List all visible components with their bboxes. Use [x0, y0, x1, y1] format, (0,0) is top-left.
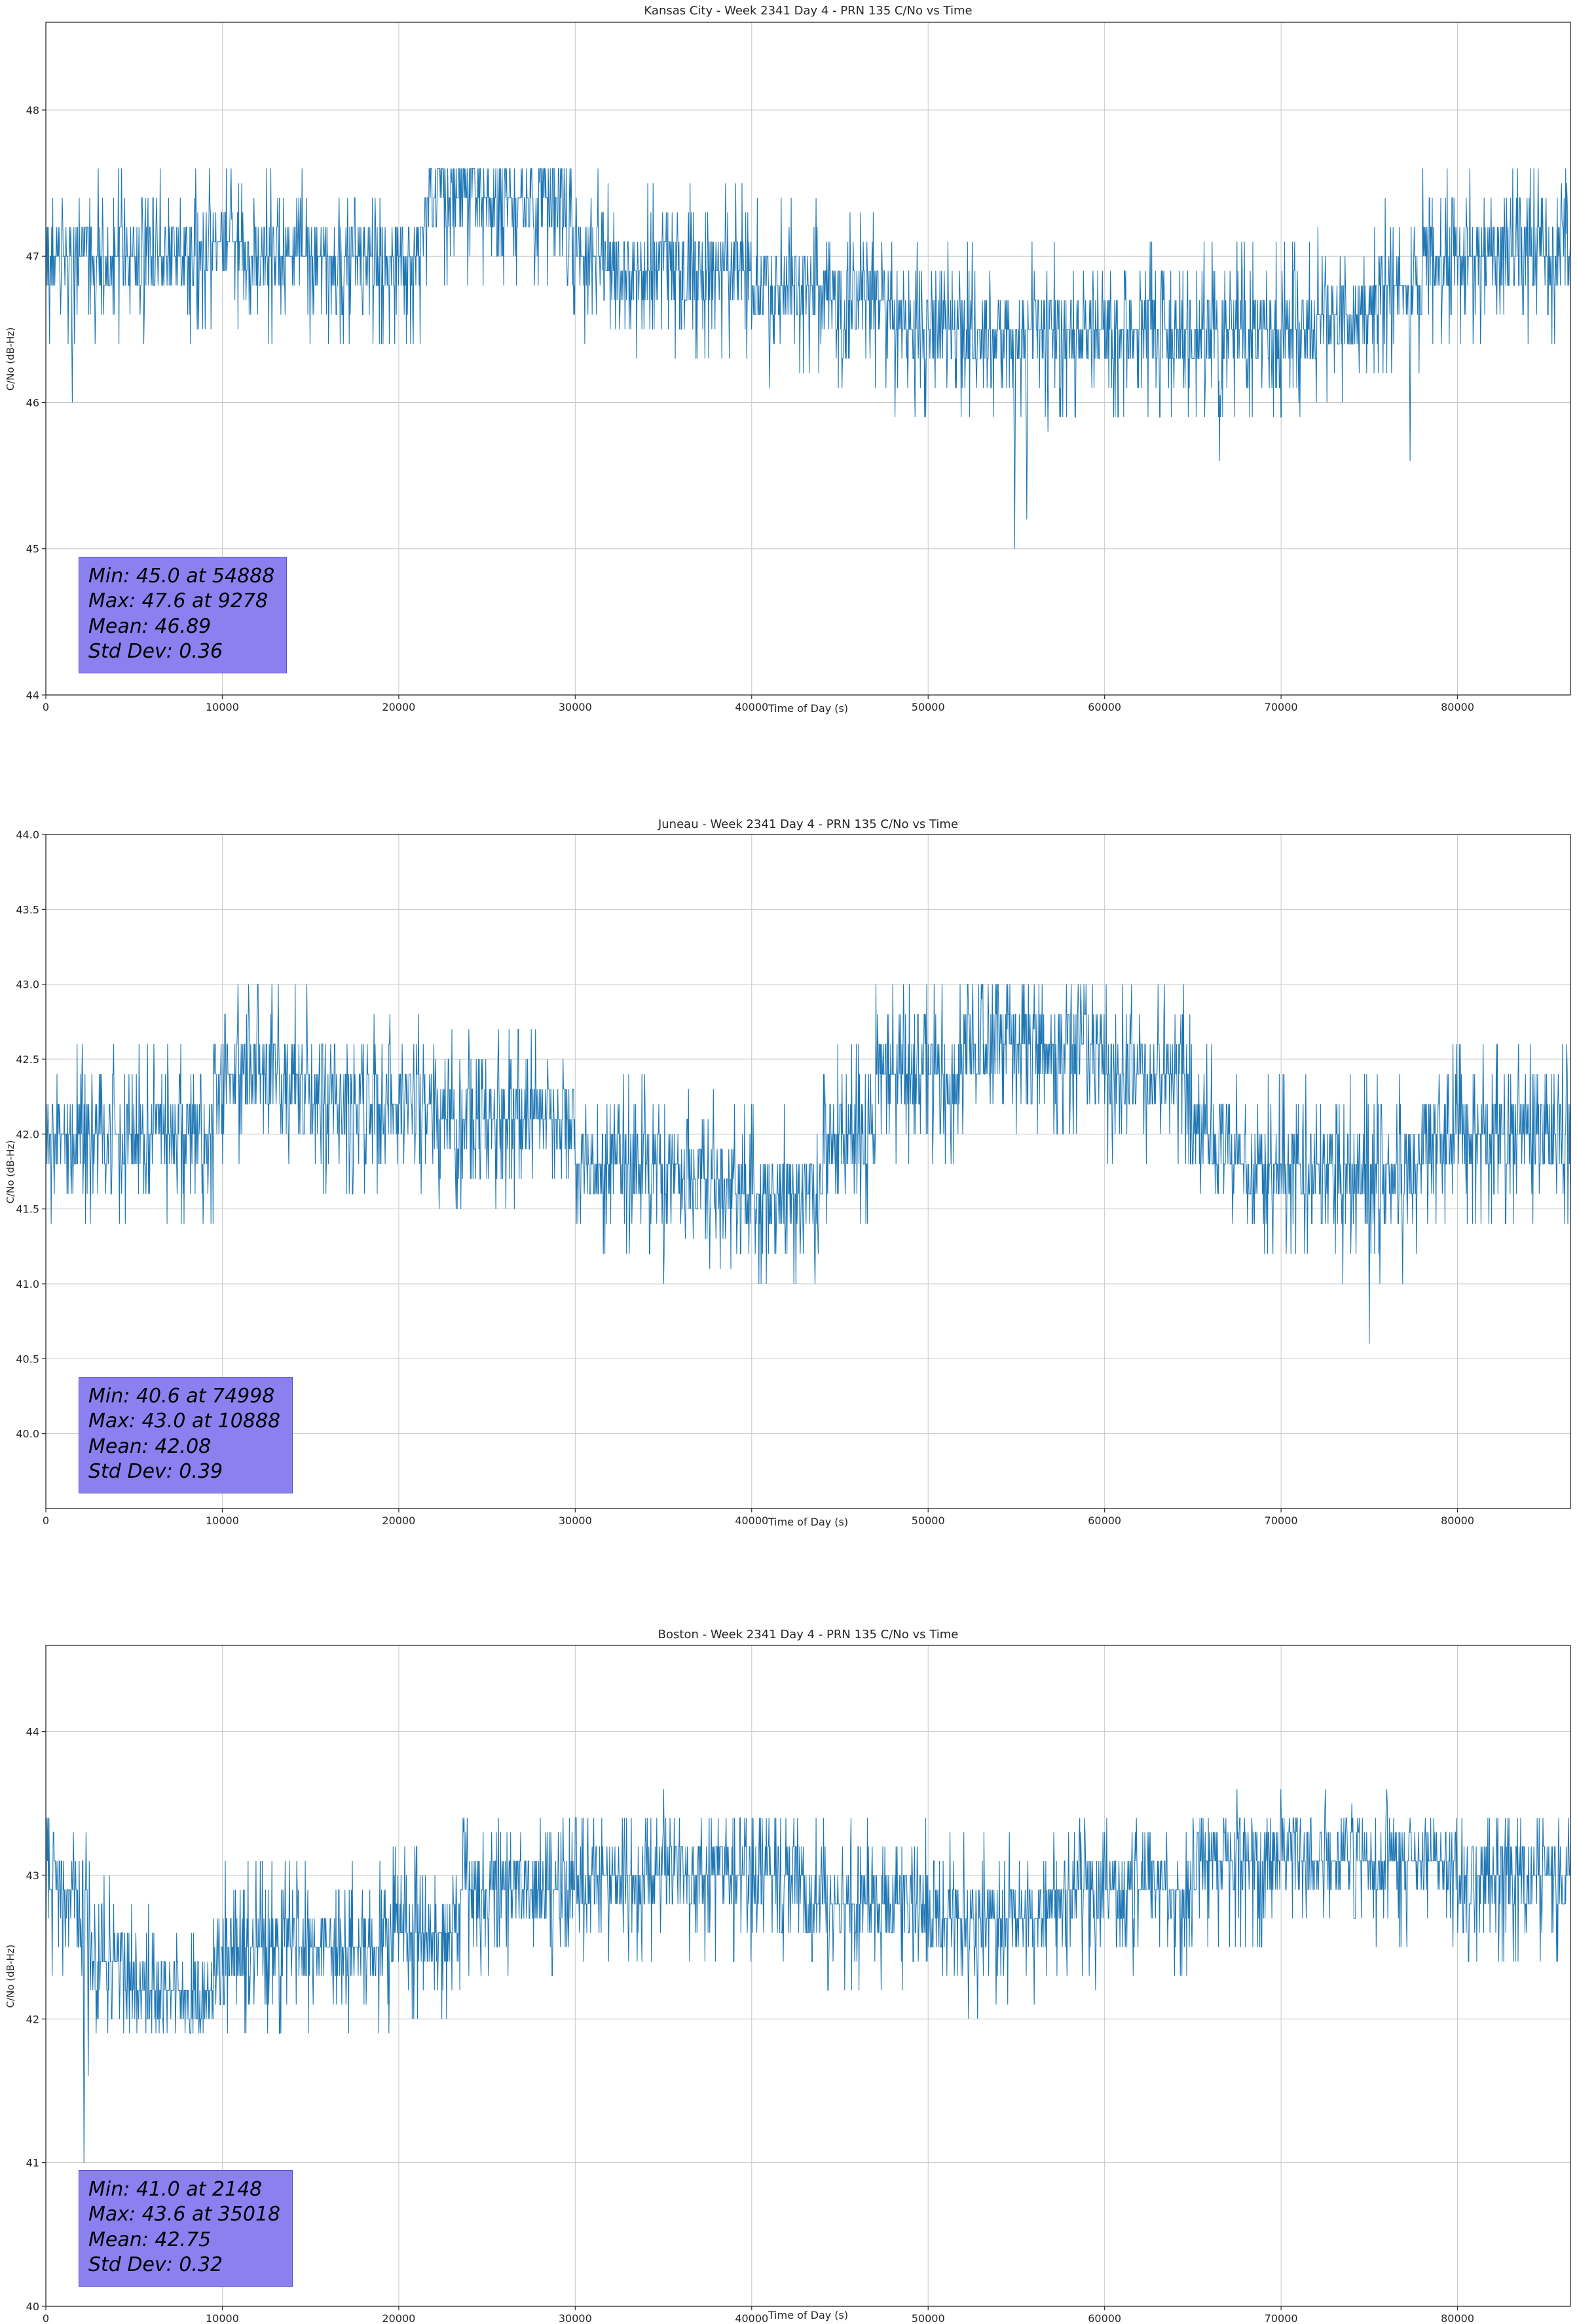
- svg-text:40: 40: [26, 2300, 39, 2313]
- y-tick-labels: 40 41 42 43 44: [26, 1726, 39, 2313]
- svg-text:10000: 10000: [206, 2312, 239, 2324]
- svg-text:80000: 80000: [1441, 1514, 1474, 1527]
- chart-title: Juneau - Week 2341 Day 4 - PRN 135 C/No …: [658, 817, 959, 831]
- svg-text:10000: 10000: [206, 1514, 239, 1527]
- svg-text:50000: 50000: [912, 701, 945, 713]
- svg-text:50000: 50000: [912, 2312, 945, 2324]
- svg-text:48: 48: [26, 104, 39, 117]
- chart-title: Boston - Week 2341 Day 4 - PRN 135 C/No …: [658, 1628, 959, 1641]
- stat-mean: Mean: 42.75: [88, 2228, 212, 2251]
- svg-text:80000: 80000: [1441, 2312, 1474, 2324]
- cno-series: [45, 984, 1571, 1344]
- y-axis-label: C/No (dB-Hz): [5, 1944, 16, 2008]
- plot-border: [45, 22, 1571, 696]
- svg-text:20000: 20000: [382, 701, 415, 713]
- stat-min: Min: 41.0 at 2148: [88, 2178, 263, 2201]
- svg-text:42.5: 42.5: [16, 1053, 39, 1066]
- svg-text:0: 0: [43, 2312, 49, 2324]
- plot-area: 0 10000 20000 30000 40000 50000 60000 70000 8000…: [26, 1645, 1571, 2324]
- svg-text:70000: 70000: [1265, 2312, 1298, 2324]
- svg-text:70000: 70000: [1265, 1514, 1298, 1527]
- chart-kansas-city: Kansas City - Week 2341 Day 4 - PRN 135 …: [0, 0, 1577, 747]
- chart-boston: Boston - Week 2341 Day 4 - PRN 135 C/No …: [0, 1622, 1577, 2324]
- plot-area: 0 10000 20000 30000 40000 50000 60000 70000 8000…: [26, 22, 1571, 713]
- svg-text:40.5: 40.5: [16, 1353, 39, 1365]
- svg-text:42: 42: [26, 2013, 39, 2025]
- cno-series: [45, 1789, 1571, 2163]
- svg-text:80000: 80000: [1441, 701, 1474, 713]
- x-tick-labels: 0 10000 20000 30000 40000 50000 60000 70000 8000…: [43, 701, 1474, 713]
- svg-text:70000: 70000: [1265, 701, 1298, 713]
- svg-text:10000: 10000: [206, 701, 239, 713]
- stat-mean: Mean: 46.89: [88, 614, 212, 638]
- x-axis-label: Time of Day (s): [768, 1516, 849, 1528]
- svg-text:43.0: 43.0: [16, 979, 39, 991]
- stat-min: Min: 40.6 at 74998: [88, 1385, 275, 1408]
- svg-text:0: 0: [43, 1514, 49, 1527]
- svg-text:60000: 60000: [1088, 1514, 1121, 1527]
- svg-text:41.5: 41.5: [16, 1203, 39, 1216]
- x-tick-labels: 0 10000 20000 30000 40000 50000 60000 70000 8000…: [43, 2312, 1474, 2324]
- svg-text:60000: 60000: [1088, 2312, 1121, 2324]
- y-tick-labels: 44 45 46 47 48: [26, 104, 39, 702]
- svg-text:0: 0: [43, 701, 49, 713]
- stat-stddev: Std Dev: 0.39: [88, 1460, 223, 1484]
- plot-area: 0 10000 20000 30000 40000 50000 60000 70000 8000…: [16, 829, 1571, 1527]
- svg-text:41.0: 41.0: [16, 1278, 39, 1290]
- svg-text:43.5: 43.5: [16, 903, 39, 916]
- chart-title: Kansas City - Week 2341 Day 4 - PRN 135 …: [644, 4, 973, 18]
- svg-text:60000: 60000: [1088, 701, 1121, 713]
- chart-juneau: Juneau - Week 2341 Day 4 - PRN 135 C/No …: [0, 812, 1577, 1546]
- svg-text:20000: 20000: [382, 2312, 415, 2324]
- stats-annotation: Min: 41.0 at 2148 Max: 43.6 at 35018 Mea…: [79, 2170, 293, 2287]
- cno-series: [45, 168, 1571, 549]
- tick-marks: [42, 1731, 1458, 2310]
- plot-border: [45, 1645, 1571, 2307]
- stat-max: Max: 43.6 at 35018: [88, 2203, 281, 2226]
- svg-text:30000: 30000: [559, 1514, 592, 1527]
- svg-text:46: 46: [26, 396, 39, 409]
- svg-text:40000: 40000: [735, 2312, 768, 2324]
- svg-text:44.0: 44.0: [16, 829, 39, 841]
- svg-text:20000: 20000: [382, 1514, 415, 1527]
- svg-text:42.0: 42.0: [16, 1128, 39, 1140]
- x-tick-labels: 0 10000 20000 30000 40000 50000 60000 70000 8000…: [43, 1514, 1474, 1527]
- y-tick-labels: 40.0 40.5 41.0 41.5 42.0 42.5 43.0 43.5 44.0: [16, 829, 39, 1440]
- svg-text:43: 43: [26, 1869, 39, 1882]
- plot-border: [45, 834, 1571, 1509]
- x-axis-label: Time of Day (s): [768, 2309, 849, 2321]
- y-axis-label: C/No (dB-Hz): [5, 1140, 16, 1203]
- stats-annotation: Min: 40.6 at 74998 Max: 43.0 at 10888 Me…: [79, 1377, 293, 1493]
- svg-text:47: 47: [26, 250, 39, 263]
- svg-text:50000: 50000: [912, 1514, 945, 1527]
- stat-mean: Mean: 42.08: [88, 1434, 212, 1458]
- stat-min: Min: 45.0 at 54888: [88, 565, 275, 588]
- stat-stddev: Std Dev: 0.36: [88, 640, 223, 664]
- svg-text:40000: 40000: [735, 1514, 768, 1527]
- svg-text:30000: 30000: [559, 701, 592, 713]
- svg-text:30000: 30000: [559, 2312, 592, 2324]
- tick-marks: [42, 834, 1458, 1512]
- stat-stddev: Std Dev: 0.32: [88, 2253, 223, 2277]
- x-axis-label: Time of Day (s): [768, 702, 849, 715]
- svg-text:40000: 40000: [735, 701, 768, 713]
- y-axis-label: C/No (dB-Hz): [5, 327, 16, 390]
- svg-text:44: 44: [26, 1726, 39, 1738]
- stats-annotation: Min: 45.0 at 54888 Max: 47.6 at 9278 Mea…: [79, 557, 288, 673]
- stat-max: Max: 47.6 at 9278: [88, 590, 269, 613]
- svg-text:44: 44: [26, 689, 39, 702]
- svg-text:45: 45: [26, 543, 39, 555]
- stat-max: Max: 43.0 at 10888: [88, 1410, 281, 1433]
- svg-text:41: 41: [26, 2157, 39, 2169]
- svg-text:40.0: 40.0: [16, 1428, 39, 1440]
- tick-marks: [42, 109, 1458, 699]
